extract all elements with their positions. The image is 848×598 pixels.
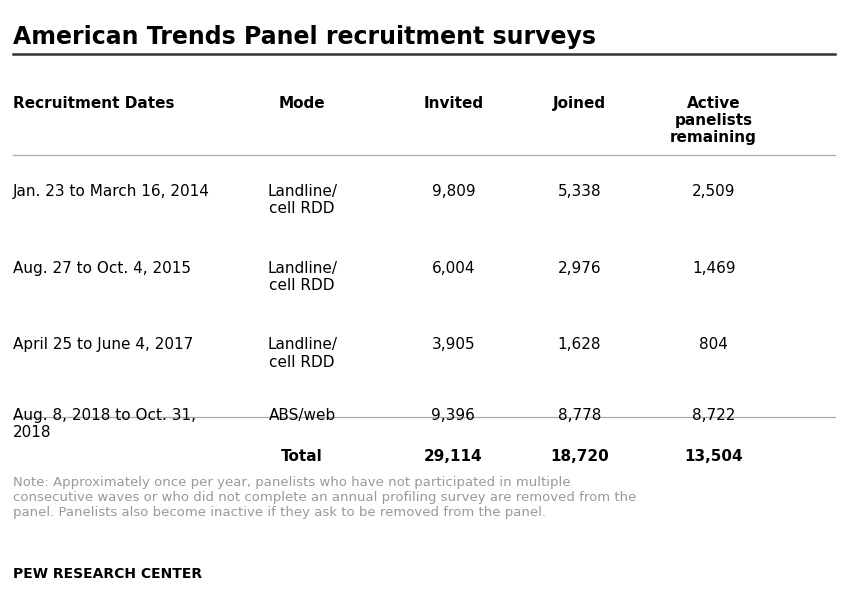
Text: 18,720: 18,720: [550, 449, 609, 465]
Text: 3,905: 3,905: [432, 337, 475, 352]
Text: April 25 to June 4, 2017: April 25 to June 4, 2017: [13, 337, 192, 352]
Text: Landline/
cell RDD: Landline/ cell RDD: [267, 337, 338, 370]
Text: Aug. 8, 2018 to Oct. 31,
2018: Aug. 8, 2018 to Oct. 31, 2018: [13, 408, 196, 441]
Text: 29,114: 29,114: [424, 449, 483, 465]
Text: 5,338: 5,338: [557, 184, 601, 199]
Text: 13,504: 13,504: [684, 449, 743, 465]
Text: 2,976: 2,976: [557, 261, 601, 276]
Text: 9,396: 9,396: [432, 408, 476, 423]
Text: 1,628: 1,628: [558, 337, 601, 352]
Text: 8,778: 8,778: [558, 408, 601, 423]
Text: 9,809: 9,809: [432, 184, 475, 199]
Text: 8,722: 8,722: [692, 408, 735, 423]
Text: PEW RESEARCH CENTER: PEW RESEARCH CENTER: [13, 568, 202, 581]
Text: 6,004: 6,004: [432, 261, 475, 276]
Text: Joined: Joined: [553, 96, 606, 111]
Text: 2,509: 2,509: [692, 184, 735, 199]
Text: Landline/
cell RDD: Landline/ cell RDD: [267, 261, 338, 293]
Text: American Trends Panel recruitment surveys: American Trends Panel recruitment survey…: [13, 25, 595, 49]
Text: Note: Approximately once per year, panelists who have not participated in multip: Note: Approximately once per year, panel…: [13, 476, 636, 519]
Text: Active
panelists
remaining: Active panelists remaining: [670, 96, 757, 145]
Text: Jan. 23 to March 16, 2014: Jan. 23 to March 16, 2014: [13, 184, 209, 199]
Text: Recruitment Dates: Recruitment Dates: [13, 96, 174, 111]
Text: Invited: Invited: [423, 96, 483, 111]
Text: Total: Total: [282, 449, 323, 465]
Text: Landline/
cell RDD: Landline/ cell RDD: [267, 184, 338, 216]
Text: 804: 804: [700, 337, 728, 352]
Text: Mode: Mode: [279, 96, 326, 111]
Text: 1,469: 1,469: [692, 261, 735, 276]
Text: ABS/web: ABS/web: [269, 408, 336, 423]
Text: Aug. 27 to Oct. 4, 2015: Aug. 27 to Oct. 4, 2015: [13, 261, 191, 276]
